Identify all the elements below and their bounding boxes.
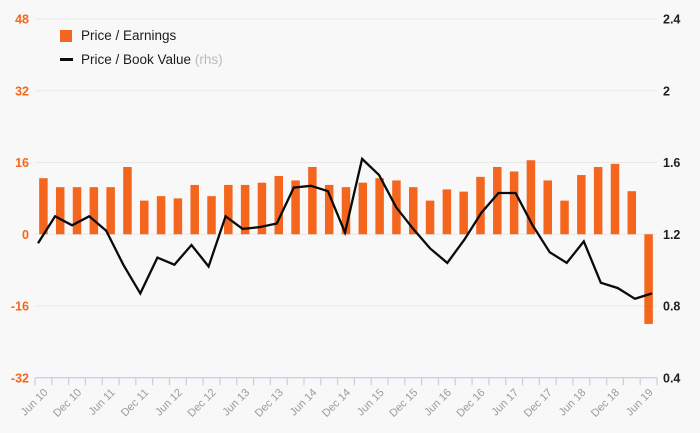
x-axis-tick-label: Jun 16 <box>422 387 454 419</box>
x-axis-tick-label: Jun 12 <box>153 387 185 419</box>
x-axis-tick-label: Dec 16 <box>454 387 487 420</box>
pe-bar <box>207 196 216 235</box>
pe-bar <box>39 178 48 235</box>
pe-bar <box>644 234 653 324</box>
x-axis-tick-label: Dec 10 <box>51 387 84 420</box>
x-axis-tick-label: Dec 15 <box>387 387 420 420</box>
right-axis-tick-label: 2 <box>663 84 670 98</box>
bar-series-swatch-icon <box>60 29 72 42</box>
pe-bar <box>543 180 552 235</box>
right-axis-tick-label: 1.6 <box>663 156 680 170</box>
pe-bar <box>55 187 65 235</box>
x-axis-tick-label: Jun 10 <box>19 387 51 419</box>
legend-item-price-book-value: Price / Book Value (rhs) <box>60 51 223 68</box>
pe-bar <box>123 166 132 235</box>
x-axis-tick-label: Dec 12 <box>186 387 219 420</box>
pe-bar <box>240 184 250 235</box>
pe-bar <box>224 184 233 235</box>
legend-label-price-earnings: Price / Earnings <box>81 28 177 43</box>
x-axis-tick-label: Dec 18 <box>589 387 622 420</box>
pe-bar <box>72 187 82 235</box>
x-axis-tick-label: Jun 19 <box>624 387 656 419</box>
pe-bar <box>476 176 485 235</box>
pe-bar <box>425 200 435 235</box>
x-axis-tick-label: Dec 14 <box>320 387 353 420</box>
pe-bar <box>560 200 569 235</box>
left-axis-tick-label: 0 <box>22 228 29 242</box>
pe-bar <box>341 187 351 235</box>
pe-bar <box>627 191 637 235</box>
right-axis-tick-label: 1.2 <box>663 228 680 242</box>
left-axis-tick-label: 16 <box>15 156 29 170</box>
pb-line <box>37 156 653 301</box>
x-axis-tick-label: Jun 14 <box>288 387 320 419</box>
pe-bar <box>375 178 384 235</box>
pe-bar <box>459 191 468 235</box>
pe-bar <box>509 171 519 235</box>
pe-bar <box>308 166 317 235</box>
pe-bar <box>408 187 418 235</box>
pe-bar <box>610 163 620 235</box>
pe-bar <box>190 184 199 235</box>
right-axis-tick-label: 0.4 <box>663 371 680 385</box>
pe-bar <box>577 175 586 235</box>
pe-bar <box>358 182 368 235</box>
pe-bar <box>173 198 183 235</box>
left-axis-tick-label: -32 <box>11 371 29 385</box>
right-axis-tick-label: 2.4 <box>663 13 680 27</box>
right-axis-tick-label: 0.8 <box>663 300 680 314</box>
pe-bar <box>442 189 452 235</box>
x-axis-tick-label: Jun 17 <box>489 387 521 419</box>
pe-bar <box>140 200 149 235</box>
left-axis-tick-label: -16 <box>11 300 29 314</box>
legend-item-price-earnings: Price / Earnings <box>60 27 223 44</box>
legend-label-price-book-value: Price / Book Value (rhs) <box>81 52 223 67</box>
pe-bar <box>274 175 284 235</box>
pe-bar <box>593 166 603 235</box>
left-axis-tick-label: 48 <box>15 13 29 27</box>
line-series-swatch-icon <box>60 58 73 61</box>
pe-bar <box>291 180 300 235</box>
pe-bar <box>526 160 536 235</box>
pe-bar <box>257 182 267 235</box>
x-axis-tick-label: Jun 18 <box>557 387 589 419</box>
x-axis-tick-label: Dec 13 <box>253 387 286 420</box>
legend-label-rhs-suffix: (rhs) <box>194 52 223 67</box>
legend: Price / Earnings Price / Book Value (rhs… <box>60 27 223 68</box>
x-axis-tick-label: Dec 11 <box>119 387 152 420</box>
x-axis-tick-label: Jun 15 <box>355 387 387 419</box>
x-axis-tick-label: Jun 11 <box>87 387 118 418</box>
pe-bar <box>324 184 334 235</box>
pe-bar <box>156 196 166 235</box>
pe-bar <box>493 166 502 235</box>
left-axis-tick-label: 32 <box>15 84 29 98</box>
pe-bar <box>106 187 115 235</box>
pe-bar <box>89 187 99 235</box>
x-axis-tick-label: Jun 13 <box>220 387 252 419</box>
x-axis-tick-label: Dec 17 <box>522 387 555 420</box>
